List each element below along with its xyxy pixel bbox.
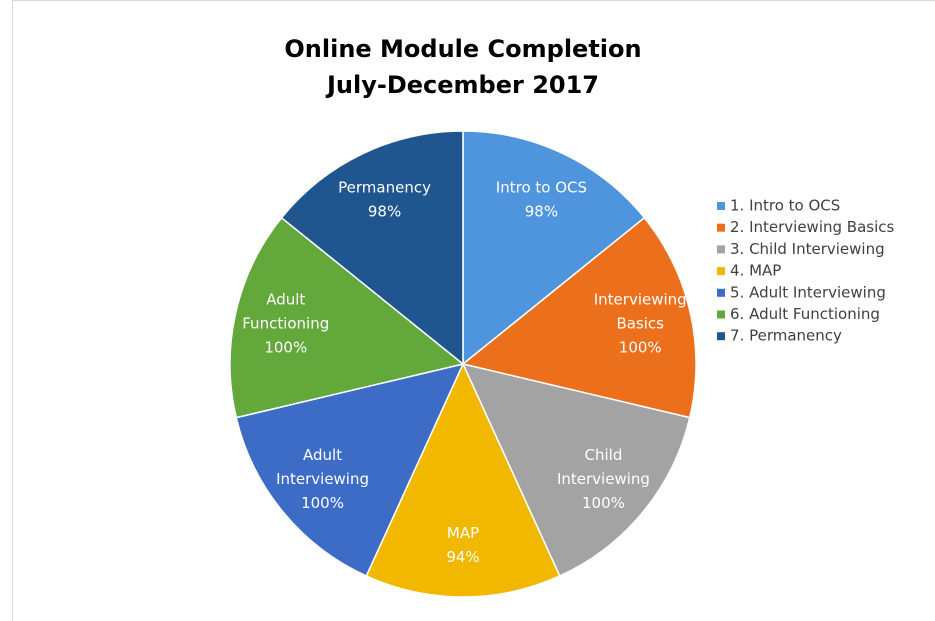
legend-swatch bbox=[717, 332, 725, 341]
pie-slice bbox=[365, 362, 561, 598]
legend-label: 5. Adult Interviewing bbox=[730, 283, 886, 301]
chart-title: Online Module Completion bbox=[284, 35, 641, 63]
pie-slice bbox=[280, 130, 464, 366]
slice-value-label: 100% bbox=[619, 338, 662, 356]
slice-label: Interviewing bbox=[276, 470, 369, 488]
pie-slice bbox=[461, 216, 697, 419]
slice-label: Adult bbox=[266, 290, 305, 308]
legend-label: 6. Adult Functioning bbox=[730, 305, 880, 323]
legend-label: 2. Interviewing Basics bbox=[730, 218, 895, 236]
slice-label: Interviewing bbox=[594, 290, 687, 308]
pie-slice bbox=[235, 362, 465, 577]
chart-subtitle: July-December 2017 bbox=[325, 71, 599, 99]
slice-value-label: 100% bbox=[264, 338, 307, 356]
legend-label: 4. MAP bbox=[730, 262, 781, 280]
slice-label: MAP bbox=[447, 524, 479, 542]
pie-slice bbox=[462, 130, 646, 366]
slice-label: Interviewing bbox=[557, 470, 650, 488]
slice-label: Adult bbox=[303, 446, 342, 464]
slice-label: Permanency bbox=[338, 179, 431, 197]
slice-value-label: 100% bbox=[582, 494, 625, 512]
slice-value-label: 98% bbox=[368, 203, 401, 221]
slice-value-label: 100% bbox=[301, 494, 344, 512]
slice-label: Child bbox=[585, 446, 623, 464]
legend-swatch bbox=[717, 310, 725, 319]
legend-swatch bbox=[717, 288, 725, 297]
legend-label: 1. Intro to OCS bbox=[730, 197, 840, 215]
slice-label: Functioning bbox=[242, 314, 329, 332]
slice-value-label: 98% bbox=[525, 203, 558, 221]
legend-swatch bbox=[717, 245, 725, 254]
legend-label: 7. Permanency bbox=[730, 327, 842, 345]
legend-label: 3. Child Interviewing bbox=[730, 240, 885, 258]
legend-swatch bbox=[717, 202, 725, 210]
legend-swatch bbox=[717, 267, 725, 276]
pie-slice bbox=[461, 362, 691, 577]
slice-label: Basics bbox=[616, 314, 664, 332]
slice-label: Intro to OCS bbox=[496, 179, 587, 197]
pie-slice bbox=[229, 216, 465, 419]
legend-swatch bbox=[717, 223, 725, 232]
slice-value-label: 94% bbox=[446, 548, 479, 566]
